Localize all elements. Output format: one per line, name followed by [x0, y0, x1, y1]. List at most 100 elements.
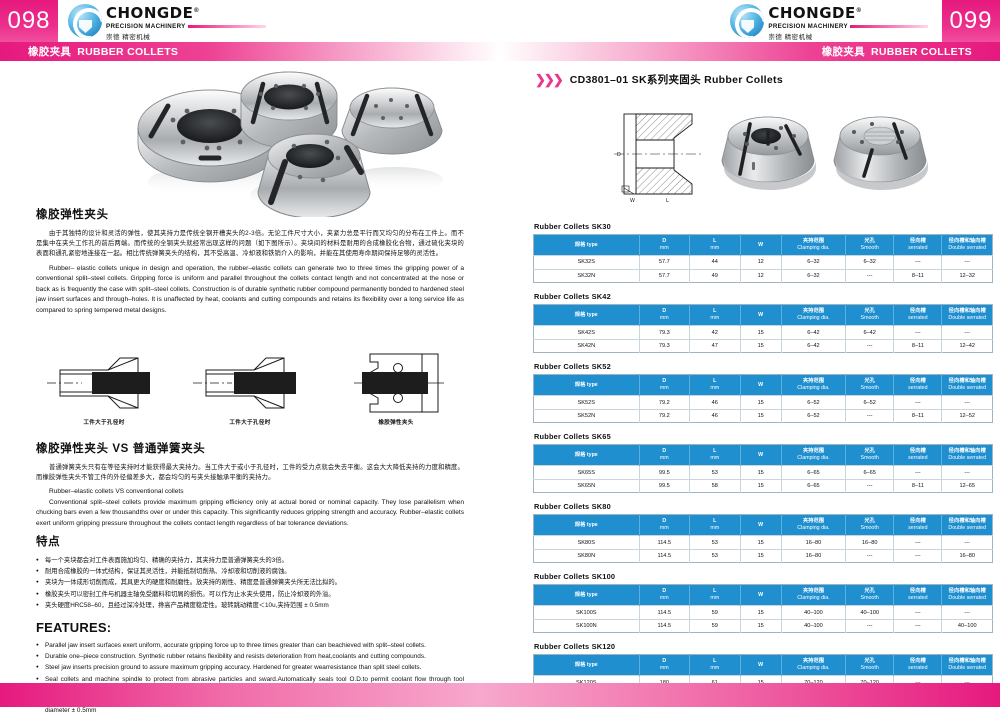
right-strip-cn: 橡胶夹具 [821, 46, 865, 58]
features-list-chinese: 每一个夹块都会对工件表面施加均匀、精确的夹持力，其夹持力是普通弹簧夹头的3倍。 … [36, 556, 464, 611]
cell-double-serrated: --- [941, 535, 993, 550]
col-w: W [740, 654, 782, 676]
figure-workpiece-larger-2: 工件大于孔径时 [186, 352, 314, 426]
col-w: W [740, 304, 782, 326]
cell-smooth: 6–65 [845, 465, 895, 480]
table-row: SK65S 99.5 53 15 6–65 6–65 --- --- [533, 465, 993, 480]
col-serrated: 径向槽 serrated [893, 304, 943, 326]
brand-logo-right: CHONGDE® PRECISION MACHINERY 崇德 精密机械 [730, 4, 928, 41]
col-serrated-cn: 径向槽 [909, 238, 926, 244]
figure-caption-2: 工件大于孔径时 [229, 420, 271, 426]
cell-serrated: 8–11 [893, 408, 943, 423]
cell-smooth: --- [845, 548, 895, 563]
cell-type: SK32N [533, 268, 640, 283]
cell-w: 15 [740, 478, 782, 493]
left-title-strip: 橡胶夹具 RUBBER COLLETS [0, 42, 500, 61]
cell-type: SK100S [533, 605, 640, 620]
cell-smooth: 40–100 [845, 605, 895, 620]
feature-item-cn: 夹块为一体成形切削而成，其具更大的硬度和耐磨性。放夹持的刚性、精度是普通弹簧夹头… [36, 578, 464, 588]
product-heading-text: CD3801–01 SK系列夹固头 Rubber Collets [569, 74, 783, 86]
cell-l: 53 [689, 548, 741, 563]
cell-smooth: --- [845, 408, 895, 423]
col-clamping: 夹持范围 Clamping dia. [781, 654, 847, 676]
cell-clamping: 6–52 [781, 395, 847, 410]
cell-smooth: --- [845, 338, 895, 353]
col-double-serrated: 径向槽和轴向槽 Double serrated [941, 304, 993, 326]
cell-clamping: 6–32 [781, 255, 847, 270]
left-body-column: 橡胶弹性夹头 由于其独特的设计和灵活的弹性，使其夹持力是传统全钢开槽夹头的2-3… [36, 206, 464, 316]
cell-type: SK52N [533, 408, 640, 423]
col-type: 规格 type [533, 584, 640, 606]
section2-english-subtitle: Rubber–elastic collets VS conventional c… [49, 488, 184, 496]
chevron-right-icon: ❯ ❯ ❯ [535, 72, 564, 87]
chongde-logo-icon [68, 4, 102, 38]
col-double-cn: 径向槽和轴向槽 [948, 238, 986, 244]
cell-type: SK42N [533, 338, 640, 353]
cell-double-serrated: --- [941, 395, 993, 410]
spec-table-caption: Rubber Collets SK100 [534, 572, 616, 582]
col-serrated: 径向槽 serrated [893, 654, 943, 676]
cell-l: 58 [689, 478, 741, 493]
cell-type: SK65S [533, 465, 640, 480]
col-type: 规格 type [533, 444, 640, 466]
left-strip-en: RUBBER COLLETS [77, 45, 179, 58]
brand-name-left: CHONGDE® [106, 6, 266, 21]
col-smooth: 光孔 Smooth [845, 584, 895, 606]
col-double-serrated: 径向槽和轴向槽 Double serrated [941, 444, 993, 466]
cell-d: 99.5 [639, 465, 691, 480]
right-title-strip: 橡胶夹具 RUBBER COLLETS [500, 42, 1000, 61]
cell-l: 49 [689, 268, 741, 283]
table-row: SK32S 57.7 44 12 6–32 6–32 --- --- [533, 255, 993, 270]
brand-text-left: CHONGDE® PRECISION MACHINERY 崇德 精密机械 [106, 4, 266, 41]
col-w: W [740, 374, 782, 396]
col-smooth: 光孔 Smooth [845, 444, 895, 466]
col-smooth: 光孔 Smooth [845, 374, 895, 396]
cell-d: 114.5 [639, 605, 691, 620]
cell-serrated: --- [893, 255, 943, 270]
col-smooth: 光孔 Smooth [845, 514, 895, 536]
feature-item-cn: 夹头硬度HRC58–60，且经过深冷处理，搀高产品精度稳定性。玻转跳动精度＜10… [36, 601, 464, 611]
cell-serrated: --- [893, 548, 943, 563]
svg-text:L: L [666, 198, 669, 204]
spec-table-caption: Rubber Collets SK52 [534, 362, 611, 372]
brand-logo-left: CHONGDE® PRECISION MACHINERY 崇德 精密机械 [68, 4, 266, 41]
brand-subtitle-left: PRECISION MACHINERY [106, 23, 266, 30]
cell-d: 57.7 [639, 268, 691, 283]
svg-text:D: D [617, 152, 621, 158]
cell-double-serrated: 16–80 [941, 548, 993, 563]
cell-d: 79.3 [639, 325, 691, 340]
brand-name-right: CHONGDE® [768, 6, 928, 21]
col-type: 规格 type [533, 304, 640, 326]
cell-double-serrated: --- [941, 605, 993, 620]
figure-workpiece-larger-1: 工件大于孔径时 [40, 352, 168, 426]
col-type: 规格 type [533, 654, 640, 676]
col-w: W [740, 584, 782, 606]
col-serrated-en: serrated [908, 245, 928, 252]
col-clamping-en: Clamping dia. [797, 245, 830, 252]
table-row: SK100N 114.5 59 15 40–100 --- --- 40–100 [533, 618, 993, 633]
cell-clamping: 16–80 [781, 535, 847, 550]
product-diagram-row: D L W [600, 98, 930, 210]
figure-rubber-elastic-collet: 橡胶弹性夹头 [332, 352, 460, 426]
page-number-left: 098 [0, 0, 58, 42]
brand-chinese-right: 崇德 精密机械 [768, 34, 813, 41]
features-title-chinese: 特点 [36, 536, 61, 548]
col-clamping: 夹持范围 Clamping dia. [781, 374, 847, 396]
cell-l: 42 [689, 325, 741, 340]
col-double-serrated: 径向槽和轴向槽 Double serrated [941, 654, 993, 676]
cell-double-serrated: 12–52 [941, 408, 993, 423]
